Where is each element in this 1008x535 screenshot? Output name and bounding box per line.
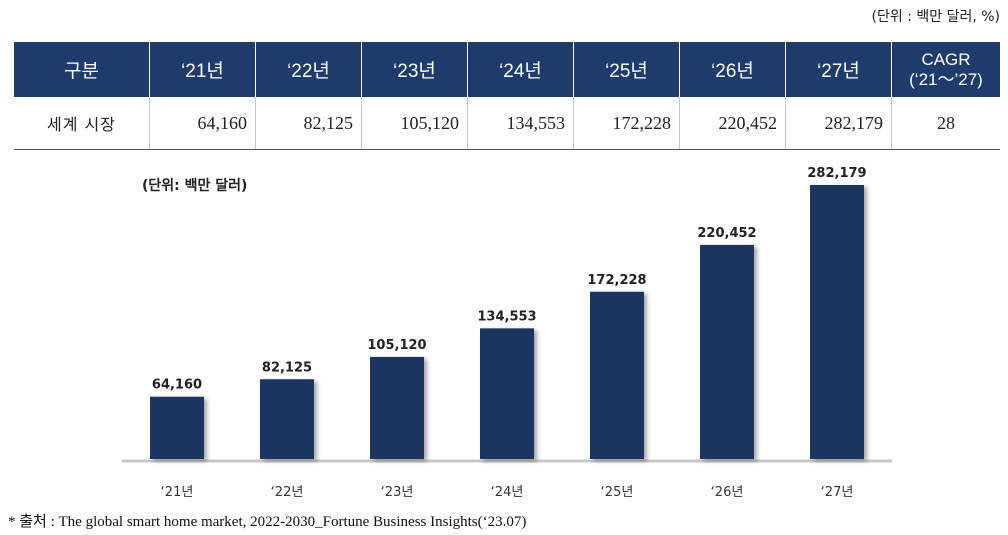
data-label: 105,120 [367,338,426,353]
row-label: 세계 시장 [14,97,150,150]
table-header-year: ‘24년 [467,42,574,97]
bar [260,379,314,459]
data-label: 82,125 [262,360,312,375]
x-tick-label: ‘24년 [491,485,524,500]
data-label: 282,179 [807,166,866,181]
data-label: 64,160 [152,378,202,393]
table-cell: 105,120 [361,97,468,150]
table-cell: 282,179 [785,97,892,150]
table-header-year: ‘27년 [785,42,892,97]
bar [150,396,204,459]
table-cell: 220,452 [679,97,786,150]
table-header-year: ‘23년 [361,42,468,97]
table-cell: 82,125 [255,97,362,150]
market-table: 구분 ‘21년 ‘22년 ‘23년 ‘24년 ‘25년 ‘26년 ‘27년 CA… [14,42,1000,150]
cagr-cell: 28 [891,97,1000,150]
x-tick-label: ‘27년 [821,485,854,500]
x-tick-label: ‘23년 [381,485,414,500]
bar [480,328,534,459]
bar [370,356,424,459]
cagr-header-line2: (‘21～’27) [909,69,983,89]
table-header-row: 구분 ‘21년 ‘22년 ‘23년 ‘24년 ‘25년 ‘26년 ‘27년 CA… [14,42,1000,97]
table-cell: 134,553 [467,97,574,150]
unit-label: (단위 : 백만 달러, %) [871,9,1000,25]
table-header-year: ‘25년 [573,42,680,97]
table-cell: 172,228 [573,97,680,150]
cagr-header-line1: CAGR [921,49,971,69]
table-header-category: 구분 [14,42,150,97]
data-label: 220,452 [697,226,756,241]
table-header-year: ‘21년 [149,42,256,97]
chart-title: (단위: 백만 달러) [142,178,248,194]
table-row: 세계 시장 64,160 82,125 105,120 134,553 172,… [14,97,1000,150]
x-tick-label: ‘21년 [161,485,194,500]
x-tick-label: ‘25년 [601,485,634,500]
bar [810,185,864,459]
bar [700,244,754,459]
x-tick-label: ‘26년 [711,485,744,500]
data-label: 134,553 [477,309,536,324]
table-cell: 64,160 [149,97,256,150]
table-header-year: ‘26년 [679,42,786,97]
bar [590,291,644,459]
source-note: * 출처 : The global smart home market, 202… [8,514,527,530]
table-header-year: ‘22년 [255,42,362,97]
data-label: 172,228 [587,273,646,288]
table-header-cagr: CAGR (‘21～’27) [891,42,1000,97]
x-tick-label: ‘22년 [271,485,304,500]
